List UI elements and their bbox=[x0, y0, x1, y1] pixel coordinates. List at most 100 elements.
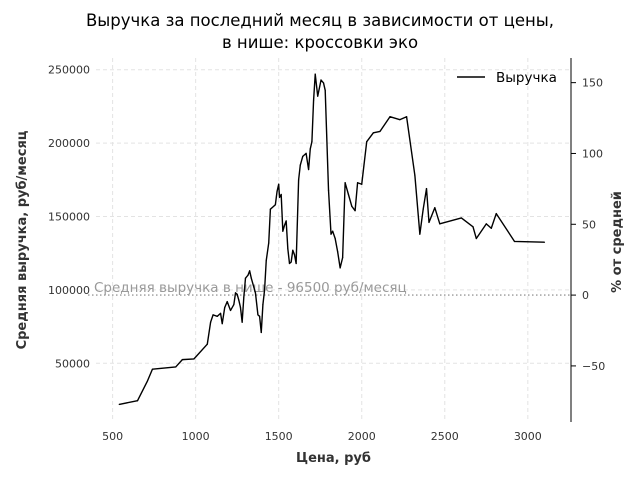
data-point bbox=[354, 210, 356, 212]
data-point bbox=[212, 314, 214, 316]
data-point bbox=[495, 212, 497, 215]
data-point bbox=[312, 99, 315, 102]
data-point bbox=[439, 223, 441, 225]
data-point bbox=[250, 277, 252, 279]
y-tick-label: 200000 bbox=[48, 137, 90, 150]
data-point bbox=[334, 237, 336, 240]
average-reference: Средняя выручка в нише - 96500 руб/месяц bbox=[88, 280, 571, 296]
data-point bbox=[254, 292, 257, 294]
data-point bbox=[513, 240, 516, 243]
data-point bbox=[372, 132, 374, 134]
data-point bbox=[460, 217, 462, 219]
data-point bbox=[337, 251, 339, 253]
x-tick-label: 1500 bbox=[265, 430, 293, 443]
y-axis-label: Средняя выручка, руб/месяц bbox=[15, 130, 30, 349]
x-tick-label: 500 bbox=[102, 430, 123, 443]
data-point bbox=[414, 174, 416, 177]
data-point bbox=[295, 262, 297, 265]
data-point bbox=[262, 303, 264, 306]
data-point bbox=[210, 321, 212, 323]
data-point bbox=[278, 183, 280, 185]
x-tick-label: 3000 bbox=[514, 430, 542, 443]
data-point bbox=[146, 380, 149, 382]
data-point bbox=[307, 168, 310, 171]
y-tick-label: 100000 bbox=[48, 284, 90, 297]
data-point bbox=[425, 188, 428, 190]
data-point bbox=[332, 230, 334, 232]
data-point bbox=[344, 182, 346, 184]
data-point bbox=[290, 261, 292, 263]
data-point bbox=[247, 274, 249, 276]
x-tick-label: 1000 bbox=[182, 430, 210, 443]
data-point bbox=[229, 309, 232, 312]
data-point bbox=[136, 400, 139, 402]
x-axis: 500 1000 1500 2000 2500 3000 bbox=[102, 430, 542, 443]
x-tick-label: 2000 bbox=[348, 430, 376, 443]
data-point bbox=[543, 241, 546, 243]
data-point bbox=[320, 79, 322, 81]
data-point bbox=[379, 130, 381, 132]
legend-label: Выручка bbox=[496, 70, 557, 86]
data-point bbox=[243, 296, 245, 298]
data-point bbox=[226, 301, 228, 303]
data-point bbox=[330, 233, 332, 235]
right-y-axis-label: % от средней bbox=[610, 191, 625, 293]
data-point bbox=[260, 331, 262, 334]
data-point bbox=[273, 205, 275, 207]
chart-title-line-1: Выручка за последний месяц в зависимости… bbox=[85, 11, 555, 30]
data-point bbox=[151, 368, 154, 370]
data-point bbox=[175, 366, 177, 368]
data-point bbox=[239, 306, 242, 309]
data-point bbox=[278, 196, 281, 199]
data-point bbox=[302, 155, 304, 157]
data-point bbox=[366, 141, 368, 143]
average-annotation: Средняя выручка в нише - 96500 руб/месяц bbox=[94, 280, 407, 296]
y-tick-label: 150000 bbox=[48, 211, 90, 224]
grid bbox=[96, 58, 571, 422]
data-point bbox=[244, 277, 247, 279]
right-tick-label: 0 bbox=[582, 289, 589, 302]
data-point bbox=[206, 343, 208, 345]
data-point bbox=[311, 141, 313, 143]
data-point bbox=[324, 89, 326, 91]
data-point bbox=[285, 220, 287, 222]
data-point bbox=[339, 267, 341, 269]
data-point bbox=[282, 230, 284, 232]
data-point bbox=[287, 248, 289, 250]
data-point bbox=[434, 207, 436, 209]
data-point bbox=[283, 224, 286, 226]
data-point bbox=[298, 179, 300, 181]
data-point bbox=[293, 254, 296, 256]
data-point bbox=[249, 270, 251, 272]
data-point bbox=[361, 183, 363, 185]
data-point bbox=[314, 73, 316, 75]
data-point bbox=[317, 95, 319, 97]
data-point bbox=[490, 227, 492, 229]
data-point bbox=[485, 223, 487, 225]
right-y-axis: −50 0 50 100 150 bbox=[570, 58, 605, 422]
data-point bbox=[236, 293, 238, 295]
data-point bbox=[274, 204, 276, 206]
data-point bbox=[219, 312, 222, 314]
series-layer bbox=[118, 73, 546, 406]
data-point bbox=[238, 299, 240, 301]
data-point bbox=[347, 193, 350, 196]
data-point bbox=[288, 262, 291, 265]
left-y-axis: 50000 100000 150000 200000 250000 bbox=[48, 64, 90, 371]
data-point bbox=[292, 249, 294, 251]
data-point bbox=[356, 182, 359, 184]
data-point bbox=[299, 164, 301, 166]
right-tick-label: 150 bbox=[582, 77, 603, 90]
data-point bbox=[268, 242, 270, 244]
data-point bbox=[342, 257, 344, 259]
data-point bbox=[258, 315, 261, 317]
data-point bbox=[428, 221, 430, 223]
data-point bbox=[405, 116, 408, 118]
data-point bbox=[419, 233, 421, 235]
right-tick-label: −50 bbox=[582, 360, 605, 373]
data-point bbox=[322, 82, 325, 84]
right-tick-label: 100 bbox=[582, 147, 603, 160]
data-point bbox=[233, 303, 235, 306]
data-point bbox=[253, 286, 255, 288]
